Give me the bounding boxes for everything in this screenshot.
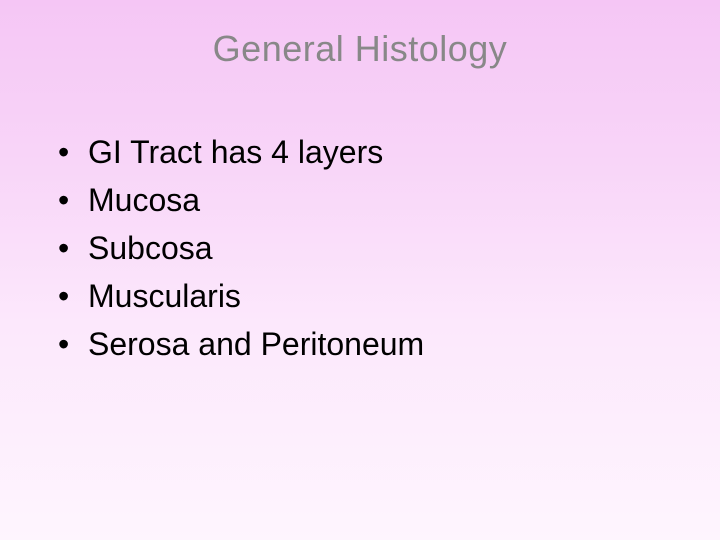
list-item: Serosa and Peritoneum	[58, 320, 680, 368]
bullet-list: GI Tract has 4 layers Mucosa Subcosa Mus…	[40, 128, 680, 368]
slide-title: General Histology	[40, 28, 680, 70]
slide-container: General Histology GI Tract has 4 layers …	[0, 0, 720, 540]
list-item: Mucosa	[58, 176, 680, 224]
list-item: Muscularis	[58, 272, 680, 320]
list-item: Subcosa	[58, 224, 680, 272]
list-item: GI Tract has 4 layers	[58, 128, 680, 176]
